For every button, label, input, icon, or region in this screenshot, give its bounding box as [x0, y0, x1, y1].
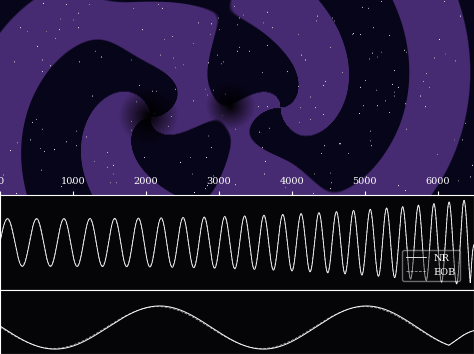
- EOB: [26, 245, 31, 249]
- NR: [26, 246, 31, 251]
- EOB: [471, 242, 474, 246]
- NR: [0, 240, 3, 244]
- EOB: [461, 199, 467, 204]
- NR: [90, 222, 96, 227]
- EOB: [446, 201, 452, 205]
- NR: [0, 230, 5, 234]
- NR: [461, 198, 467, 202]
- EOB: [229, 256, 235, 260]
- NR: [454, 282, 459, 286]
- EOB: [0, 239, 3, 243]
- NR: [471, 242, 474, 247]
- Legend: NR, EOB: NR, EOB: [402, 250, 460, 281]
- NR: [446, 200, 452, 204]
- Line: EOB: EOB: [0, 201, 474, 282]
- EOB: [454, 280, 459, 285]
- NR: [229, 255, 235, 259]
- EOB: [90, 224, 96, 228]
- EOB: [0, 229, 5, 234]
- EOB: [17, 261, 22, 265]
- Line: NR: NR: [0, 200, 474, 284]
- NR: [17, 261, 22, 265]
